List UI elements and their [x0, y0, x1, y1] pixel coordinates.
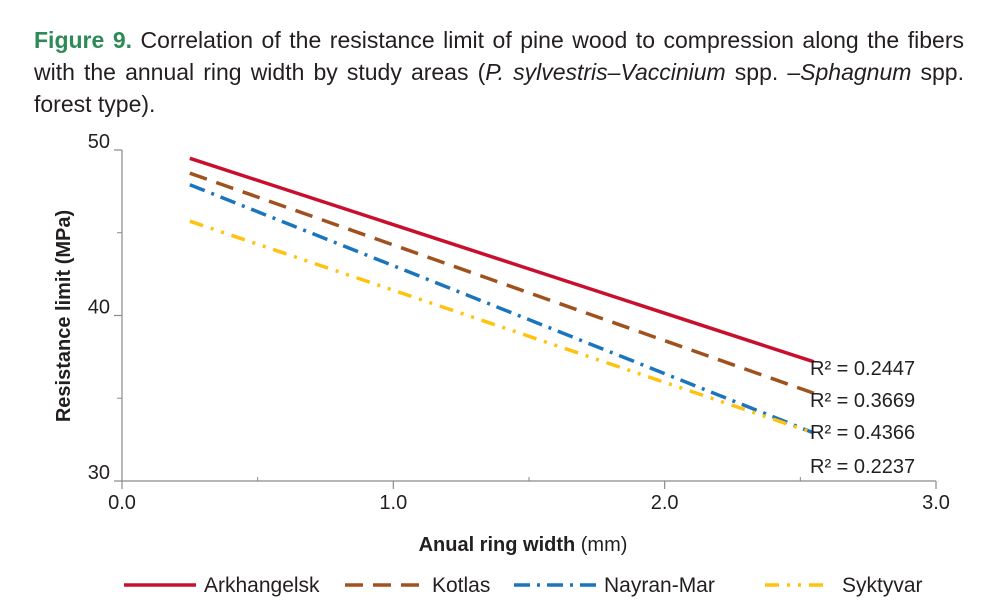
- y-tick-label: 30: [88, 462, 110, 484]
- x-tick-label: 1.0: [379, 492, 407, 514]
- axes: 30 40 50 0.0 1.0 2.0 3.0: [88, 131, 950, 514]
- series-line-kotlas: [189, 171, 815, 395]
- r2-label-nayran-mar: R² = 0.4366: [810, 422, 915, 444]
- legend-label-arkhangelsk: Arkhangelsk: [204, 574, 320, 597]
- figure-caption: Figure 9. Correlation of the resistance …: [34, 24, 964, 120]
- y-tick-label: 40: [88, 297, 110, 319]
- x-axis-title: Anual ring width (mm): [419, 534, 628, 556]
- x-tick-label: 2.0: [651, 492, 679, 514]
- r2-label-arkhangelsk: R² = 0.2447: [810, 358, 915, 380]
- x-axis-title-main: Anual ring width: [419, 534, 576, 556]
- legend-label-nayran-mar: Nayran-Mar: [604, 574, 715, 597]
- series-lines: [189, 156, 815, 435]
- r2-label-syktyvar: R² = 0.2237: [810, 456, 915, 478]
- y-tick-label: 50: [88, 131, 110, 153]
- caption-text-3: spp. forest type).: [34, 59, 964, 117]
- legend-label-kotlas: Kotlas: [432, 574, 490, 597]
- legend-label-syktyvar: Syktyvar: [842, 574, 923, 597]
- legend: Arkhangelsk Kotlas Nayran-Mar Syktyvar: [124, 574, 923, 597]
- y-axis-title: Resistance limit (MPa): [53, 210, 75, 422]
- r2-label-kotlas: R² = 0.3669: [810, 390, 915, 412]
- series-line-arkhangelsk: [189, 156, 815, 364]
- caption-text-1: Correlation of the resistance limit of p…: [34, 27, 964, 85]
- caption-text-2: spp. –: [725, 59, 801, 85]
- series-line-nayran-mar: [189, 183, 815, 435]
- caption-italic-2: Sphagnum: [800, 59, 912, 85]
- x-tick-label: 3.0: [922, 492, 950, 514]
- caption-italic-1: P. sylvestris–Vaccinium: [485, 59, 726, 85]
- r2-labels: R² = 0.2447 R² = 0.3669 R² = 0.4366 R² = 0.…: [810, 358, 915, 478]
- figure-label: Figure 9.: [34, 27, 132, 53]
- x-tick-label: 0.0: [108, 492, 136, 514]
- series-line-syktyvar: [189, 219, 815, 435]
- x-axis-title-unit: (mm): [575, 534, 627, 556]
